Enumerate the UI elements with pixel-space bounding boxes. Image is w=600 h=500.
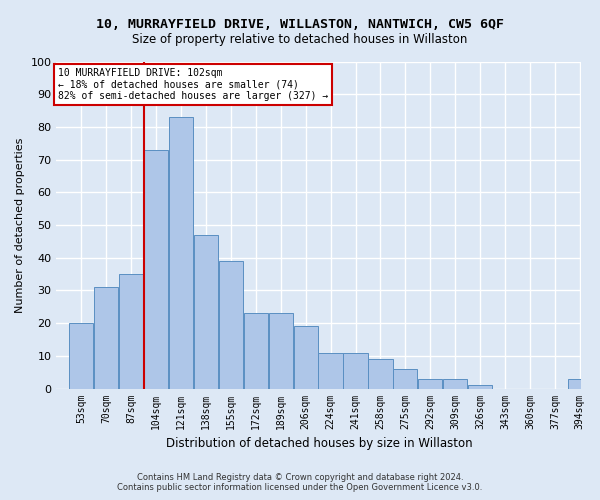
Bar [169, 117, 193, 388]
Bar [244, 314, 268, 388]
Bar [319, 352, 343, 388]
Bar [119, 274, 143, 388]
Bar [368, 359, 392, 388]
Bar [418, 378, 442, 388]
Text: Contains HM Land Registry data © Crown copyright and database right 2024.
Contai: Contains HM Land Registry data © Crown c… [118, 473, 482, 492]
Bar [468, 386, 492, 388]
Y-axis label: Number of detached properties: Number of detached properties [15, 138, 25, 312]
Bar [219, 261, 243, 388]
Text: Size of property relative to detached houses in Willaston: Size of property relative to detached ho… [133, 32, 467, 46]
Bar [443, 378, 467, 388]
Bar [393, 369, 418, 388]
Bar [269, 314, 293, 388]
Bar [194, 235, 218, 388]
Bar [69, 323, 94, 388]
Bar [343, 352, 368, 388]
Text: 10, MURRAYFIELD DRIVE, WILLASTON, NANTWICH, CW5 6QF: 10, MURRAYFIELD DRIVE, WILLASTON, NANTWI… [96, 18, 504, 30]
Bar [568, 378, 592, 388]
Bar [94, 287, 118, 388]
Text: 10 MURRAYFIELD DRIVE: 102sqm
← 18% of detached houses are smaller (74)
82% of se: 10 MURRAYFIELD DRIVE: 102sqm ← 18% of de… [58, 68, 328, 101]
Bar [293, 326, 318, 388]
Bar [144, 150, 168, 388]
X-axis label: Distribution of detached houses by size in Willaston: Distribution of detached houses by size … [166, 437, 472, 450]
